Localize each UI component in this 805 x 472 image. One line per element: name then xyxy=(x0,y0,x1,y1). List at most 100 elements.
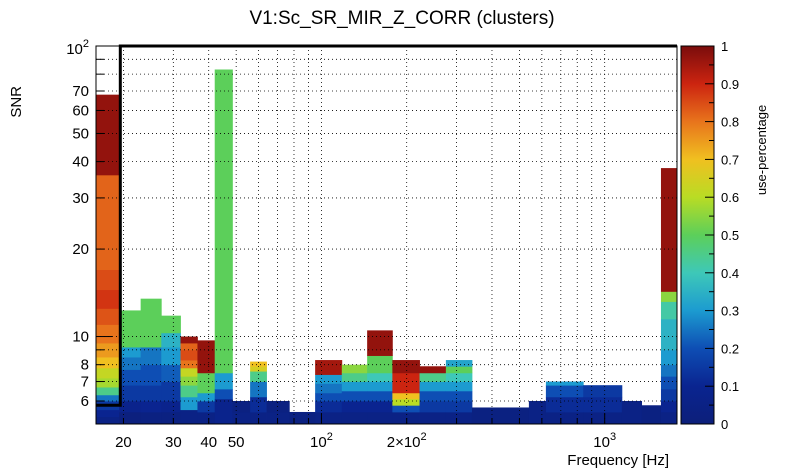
heatmap-cell xyxy=(96,357,120,369)
heatmap-cell xyxy=(161,347,181,366)
colorbar-ticks: 0 0.1 0.2 0.3 0.4 0.5 0.6 0.7 0.8 0.9 1 xyxy=(705,39,739,432)
colorbar-tick-label: 0.8 xyxy=(721,115,739,130)
heatmap-cell xyxy=(266,400,290,413)
heatmap-cell xyxy=(197,411,216,425)
heatmap-cell xyxy=(545,381,565,386)
heatmap-cell xyxy=(161,315,181,334)
colorbar-tick-label: 0.1 xyxy=(721,379,739,394)
heatmap-cell xyxy=(140,400,162,413)
y-tick-label: 8 xyxy=(81,357,89,374)
colorbar-tick-label: 0.2 xyxy=(721,341,739,356)
heatmap-cell xyxy=(96,409,120,418)
heatmap-cells xyxy=(96,69,678,425)
heatmap-cell xyxy=(119,310,142,348)
heatmap-cell xyxy=(197,340,216,374)
heatmap-cell xyxy=(660,411,678,425)
heatmap-cell xyxy=(367,400,393,413)
x-tick-label: 40 xyxy=(200,434,217,451)
heatmap-cell xyxy=(445,372,473,382)
heatmap-cell xyxy=(250,371,267,382)
heatmap-cell xyxy=(266,411,290,425)
heatmap-cell xyxy=(315,400,343,413)
heatmap-cell xyxy=(180,396,198,411)
heatmap-cell xyxy=(603,411,623,425)
colorbar-tick-label: 0.9 xyxy=(721,77,739,92)
heatmap-cell xyxy=(119,411,142,425)
heatmap-cell xyxy=(392,360,420,374)
heatmap-cell xyxy=(660,400,678,413)
heatmap-cell xyxy=(419,366,447,374)
heatmap-cell xyxy=(161,332,181,348)
heatmap-cell xyxy=(660,388,678,402)
heatmap-cell xyxy=(214,69,233,374)
y-tick-label: 7 xyxy=(81,374,89,391)
heatmap-cell xyxy=(545,385,565,398)
colorbar-tick-label: 0.7 xyxy=(721,152,739,167)
heatmap-cell xyxy=(445,390,473,402)
colorbar-tick-label: 0.4 xyxy=(721,266,739,281)
heatmap-cell xyxy=(419,381,447,392)
y-tick-label: 20 xyxy=(72,241,89,258)
heatmap-cell xyxy=(96,343,120,358)
heatmap-cell xyxy=(96,387,120,396)
y-axis-label: SNR xyxy=(8,86,25,118)
heatmap-cell xyxy=(161,364,181,382)
heatmap-cell xyxy=(367,381,393,392)
heatmap-cell xyxy=(315,411,343,425)
colorbar-tick-label: 1 xyxy=(721,39,728,54)
heatmap-cell xyxy=(660,318,678,351)
heatmap-cell xyxy=(96,269,120,291)
heatmap-cell xyxy=(232,411,251,425)
heatmap-cell xyxy=(583,385,604,398)
heatmap-cell xyxy=(180,385,198,398)
y-tick-label: 50 xyxy=(72,125,89,142)
heatmap-cell xyxy=(660,291,678,302)
x-axis: 20 30 40 50 102 2×102 103 xyxy=(115,413,616,451)
heatmap-cell xyxy=(564,381,584,386)
y-axis: 6 78 10 20 30 40 50 60 70 102 xyxy=(66,38,112,410)
x-tick-label: 30 xyxy=(165,434,182,451)
heatmap-cell xyxy=(140,364,162,386)
heatmap-cell xyxy=(392,405,420,413)
heatmap-cell xyxy=(660,168,678,292)
heatmap-cell xyxy=(119,385,142,402)
heatmap-cell xyxy=(392,398,420,406)
heatmap-cell xyxy=(445,411,473,425)
heatmap-cell xyxy=(621,400,643,425)
heatmap-cell xyxy=(641,405,662,425)
heatmap-cell xyxy=(341,372,368,382)
heatmap-cell xyxy=(250,396,267,413)
colorbar-tick-label: 0.3 xyxy=(721,304,739,319)
heatmap-cell xyxy=(583,396,604,413)
heatmap-cell xyxy=(250,366,267,372)
heatmap-cell xyxy=(250,381,267,398)
heatmap-cell xyxy=(180,336,198,344)
heatmap-cell xyxy=(445,400,473,413)
heatmap-cell xyxy=(96,289,120,309)
heatmap-cell xyxy=(660,349,678,366)
heatmap-cell xyxy=(367,355,393,374)
colorbar-tick-label: 0.5 xyxy=(721,228,739,243)
heatmap-cell xyxy=(445,381,473,392)
x-tick-label: 20 xyxy=(115,434,132,451)
y-tick-label: 60 xyxy=(72,102,89,119)
heatmap-cell xyxy=(250,361,267,367)
heatmap-cell xyxy=(119,400,142,413)
heatmap-cell xyxy=(197,392,216,402)
heatmap-cell xyxy=(96,324,120,344)
heatmap-cell xyxy=(419,372,447,382)
heatmap-cell xyxy=(140,411,162,425)
heatmap-cell xyxy=(96,308,120,325)
grid-lines xyxy=(96,46,677,424)
heatmap-cell xyxy=(341,381,368,392)
heatmap-cell xyxy=(180,376,198,386)
heatmap-cell xyxy=(341,390,368,402)
heatmap-cell xyxy=(180,349,198,361)
heatmap-cell xyxy=(96,377,120,388)
heatmap-cell xyxy=(419,400,447,413)
heatmap-cell xyxy=(367,330,393,356)
heatmap-cell xyxy=(545,411,565,425)
colorbar-label: use-percentage xyxy=(754,105,769,195)
heatmap-cell xyxy=(96,174,120,270)
